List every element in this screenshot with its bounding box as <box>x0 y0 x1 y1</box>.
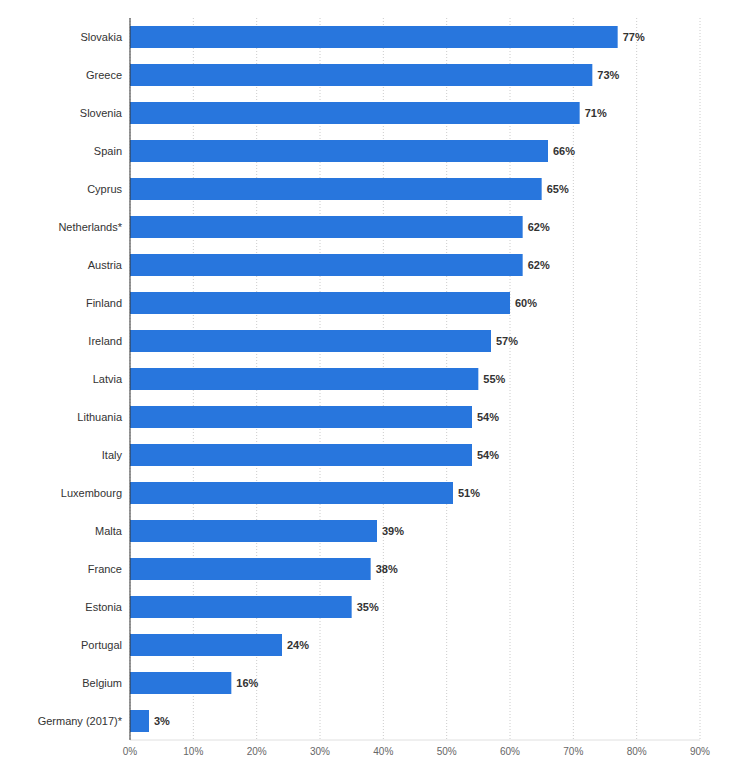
svg-text:80%: 80% <box>627 746 647 757</box>
svg-text:20%: 20% <box>247 746 267 757</box>
svg-text:Austria: Austria <box>88 259 123 271</box>
svg-text:France: France <box>88 563 122 575</box>
svg-text:73%: 73% <box>597 69 619 81</box>
svg-text:Germany (2017)*: Germany (2017)* <box>38 715 123 727</box>
svg-text:16%: 16% <box>236 677 258 689</box>
svg-text:Netherlands*: Netherlands* <box>58 221 122 233</box>
svg-text:Slovenia: Slovenia <box>80 107 123 119</box>
svg-text:38%: 38% <box>376 563 398 575</box>
svg-text:24%: 24% <box>287 639 309 651</box>
svg-text:51%: 51% <box>458 487 480 499</box>
svg-text:3%: 3% <box>154 715 170 727</box>
svg-text:0%: 0% <box>123 746 138 757</box>
svg-text:10%: 10% <box>183 746 203 757</box>
svg-text:Italy: Italy <box>102 449 123 461</box>
svg-text:35%: 35% <box>357 601 379 613</box>
svg-text:Ireland: Ireland <box>88 335 122 347</box>
svg-text:Malta: Malta <box>95 525 123 537</box>
svg-text:57%: 57% <box>496 335 518 347</box>
svg-text:71%: 71% <box>585 107 607 119</box>
svg-text:Estonia: Estonia <box>85 601 123 613</box>
svg-text:Greece: Greece <box>86 69 122 81</box>
svg-text:62%: 62% <box>528 221 550 233</box>
svg-text:Lithuania: Lithuania <box>77 411 123 423</box>
svg-text:30%: 30% <box>310 746 330 757</box>
svg-text:54%: 54% <box>477 411 499 423</box>
svg-text:70%: 70% <box>563 746 583 757</box>
svg-text:60%: 60% <box>500 746 520 757</box>
svg-text:39%: 39% <box>382 525 404 537</box>
svg-text:60%: 60% <box>515 297 537 309</box>
svg-text:55%: 55% <box>483 373 505 385</box>
svg-text:66%: 66% <box>553 145 575 157</box>
svg-text:54%: 54% <box>477 449 499 461</box>
svg-text:Cyprus: Cyprus <box>87 183 122 195</box>
svg-text:Finland: Finland <box>86 297 122 309</box>
svg-text:Slovakia: Slovakia <box>80 31 122 43</box>
svg-text:Spain: Spain <box>94 145 122 157</box>
svg-text:Latvia: Latvia <box>93 373 123 385</box>
svg-text:50%: 50% <box>437 746 457 757</box>
svg-text:90%: 90% <box>690 746 710 757</box>
svg-text:65%: 65% <box>547 183 569 195</box>
svg-text:40%: 40% <box>373 746 393 757</box>
svg-text:Belgium: Belgium <box>82 677 122 689</box>
svg-text:77%: 77% <box>623 31 645 43</box>
svg-text:Luxembourg: Luxembourg <box>61 487 122 499</box>
svg-text:62%: 62% <box>528 259 550 271</box>
svg-text:Portugal: Portugal <box>81 639 122 651</box>
